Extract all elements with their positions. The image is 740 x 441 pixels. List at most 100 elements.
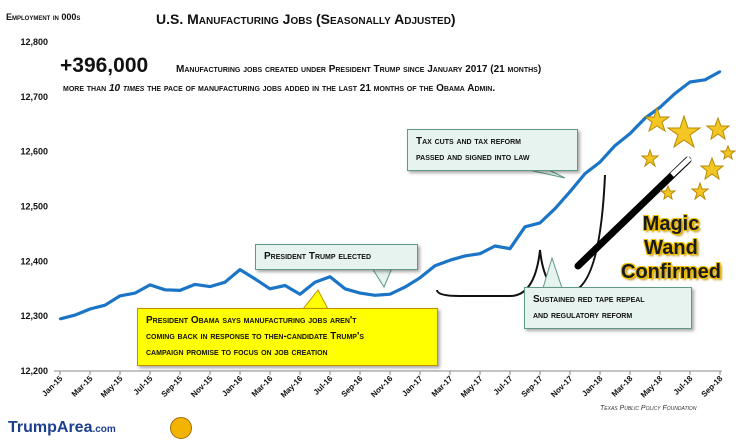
obama-quote-callout: President Obama says manufacturing jobs … [137, 308, 438, 366]
x-tick-label: Jan-15 [40, 374, 65, 399]
data-point [703, 78, 707, 82]
data-point [418, 276, 422, 279]
star-icon [719, 144, 737, 161]
x-tick-label: Jan-17 [400, 374, 425, 399]
data-point [433, 264, 437, 267]
star-icon [705, 116, 731, 141]
data-point [133, 291, 137, 295]
obama-callout-line3: campaign promise to focus on job creatio… [146, 347, 328, 358]
subhead-post: the pace of manufacturing jobs added in … [144, 83, 496, 94]
magic-wand-caption: Magic Wand Confirmed [612, 212, 730, 284]
subhead-text: more than 10 times the pace of manufactu… [63, 83, 495, 94]
data-point [88, 307, 92, 311]
brand-emblem-icon [170, 417, 192, 439]
x-tick-label: May-16 [279, 374, 305, 400]
x-tick-label: Mar-15 [70, 374, 95, 399]
x-tick-label: Mar-17 [430, 374, 455, 399]
magic-line3: Confirmed [621, 261, 721, 283]
data-point [583, 172, 587, 175]
data-point [148, 283, 152, 287]
source-credit: Texas Public Policy Foundation [600, 405, 697, 412]
y-axis-label: Employment in 000s [6, 12, 81, 22]
x-tick-label: May-17 [459, 374, 485, 400]
x-tick-label: Sep-18 [699, 374, 724, 399]
red-tape-callout: Sustained red tape repeal and regulatory… [524, 287, 692, 329]
star-icon [659, 184, 677, 201]
data-point [598, 160, 602, 164]
data-point [268, 287, 272, 290]
data-point [328, 275, 332, 278]
data-point [718, 70, 722, 73]
chart-title: U.S. Manufacturing Jobs (Seasonally Adju… [156, 11, 456, 27]
series-points [58, 70, 722, 321]
star-icon [699, 156, 725, 181]
data-point [478, 252, 482, 255]
tax-callout-line1: Tax cuts and tax reform [416, 136, 521, 147]
star-icon [690, 181, 710, 201]
y-tick-label: 12,600 [20, 147, 48, 157]
trump-elected-callout: President Trump elected [255, 244, 418, 270]
x-tick-label: Jan-16 [220, 374, 245, 399]
y-tick-label: 12,400 [20, 256, 48, 266]
data-point [688, 80, 692, 84]
data-point [358, 291, 362, 295]
x-tick-labels: Jan-15 Mar-15 May-15 Jul-15 Sep-15 Nov-15 Jan-… [40, 371, 725, 400]
data-point [313, 280, 317, 284]
x-tick-label: Jan-18 [580, 374, 605, 399]
data-point [163, 288, 167, 292]
x-tick-label: Jul-15 [132, 374, 155, 397]
y-tick-label: 12,500 [20, 202, 48, 212]
data-point [568, 190, 572, 193]
x-tick-label: Jul-18 [672, 374, 695, 397]
elected-callout-text: President Trump elected [264, 251, 372, 262]
elected-callout-pointer [371, 267, 393, 289]
magic-line1: Magic [642, 213, 700, 235]
data-point [643, 117, 647, 120]
obama-callout-line1: President Obama says manufacturing jobs … [146, 315, 357, 326]
x-tick-label: Nov-17 [549, 374, 575, 400]
obama-callout-pointer [301, 289, 329, 310]
data-point [508, 247, 512, 250]
subhead-pre: more than [63, 83, 109, 94]
star-icon [643, 106, 671, 133]
data-point [343, 287, 347, 290]
star-icon [666, 114, 702, 149]
y-tick-label: 12,800 [20, 37, 48, 47]
tax-reform-callout: Tax cuts and tax reform passed and signe… [407, 129, 578, 171]
data-point [193, 283, 197, 286]
redtape-callout-line1: Sustained red tape repeal [533, 294, 645, 305]
brand-domain: .com [92, 424, 116, 435]
x-tick-label: Jul-16 [312, 374, 335, 397]
brand-logo[interactable]: TrumpArea.com [8, 419, 116, 437]
data-point [553, 207, 557, 210]
data-point [463, 254, 467, 258]
redtape-callout-pointer [542, 256, 563, 289]
x-tick-label: Nov-16 [369, 374, 395, 400]
magic-line2: Wand [644, 237, 698, 259]
data-point [223, 280, 227, 284]
data-point [613, 144, 617, 147]
data-point [373, 294, 377, 297]
x-tick-label: Sep-15 [159, 374, 184, 399]
callout-pointers [301, 167, 566, 310]
y-tick-labels: 12,200 12,300 12,400 12,500 12,600 12,700 12,8… [20, 37, 48, 376]
data-point [403, 285, 407, 289]
obama-callout-line2: coming back in response to then-candidat… [146, 331, 365, 342]
headline-text: Manufacturing jobs created under Preside… [176, 64, 542, 75]
data-point [58, 317, 62, 321]
subhead-emphasis: 10 times [109, 83, 145, 94]
data-point [103, 304, 107, 307]
data-point [448, 259, 452, 262]
trump-period-bracket [436, 174, 606, 297]
data-point [178, 289, 182, 292]
y-tick-label: 12,700 [20, 92, 48, 102]
y-tick-label: 12,300 [20, 311, 48, 321]
big-number: +396,000 [60, 54, 149, 77]
data-point [538, 221, 542, 225]
data-point [658, 106, 662, 109]
data-point [208, 285, 212, 288]
data-point [283, 284, 287, 287]
data-point [388, 293, 392, 296]
data-point [628, 132, 632, 135]
